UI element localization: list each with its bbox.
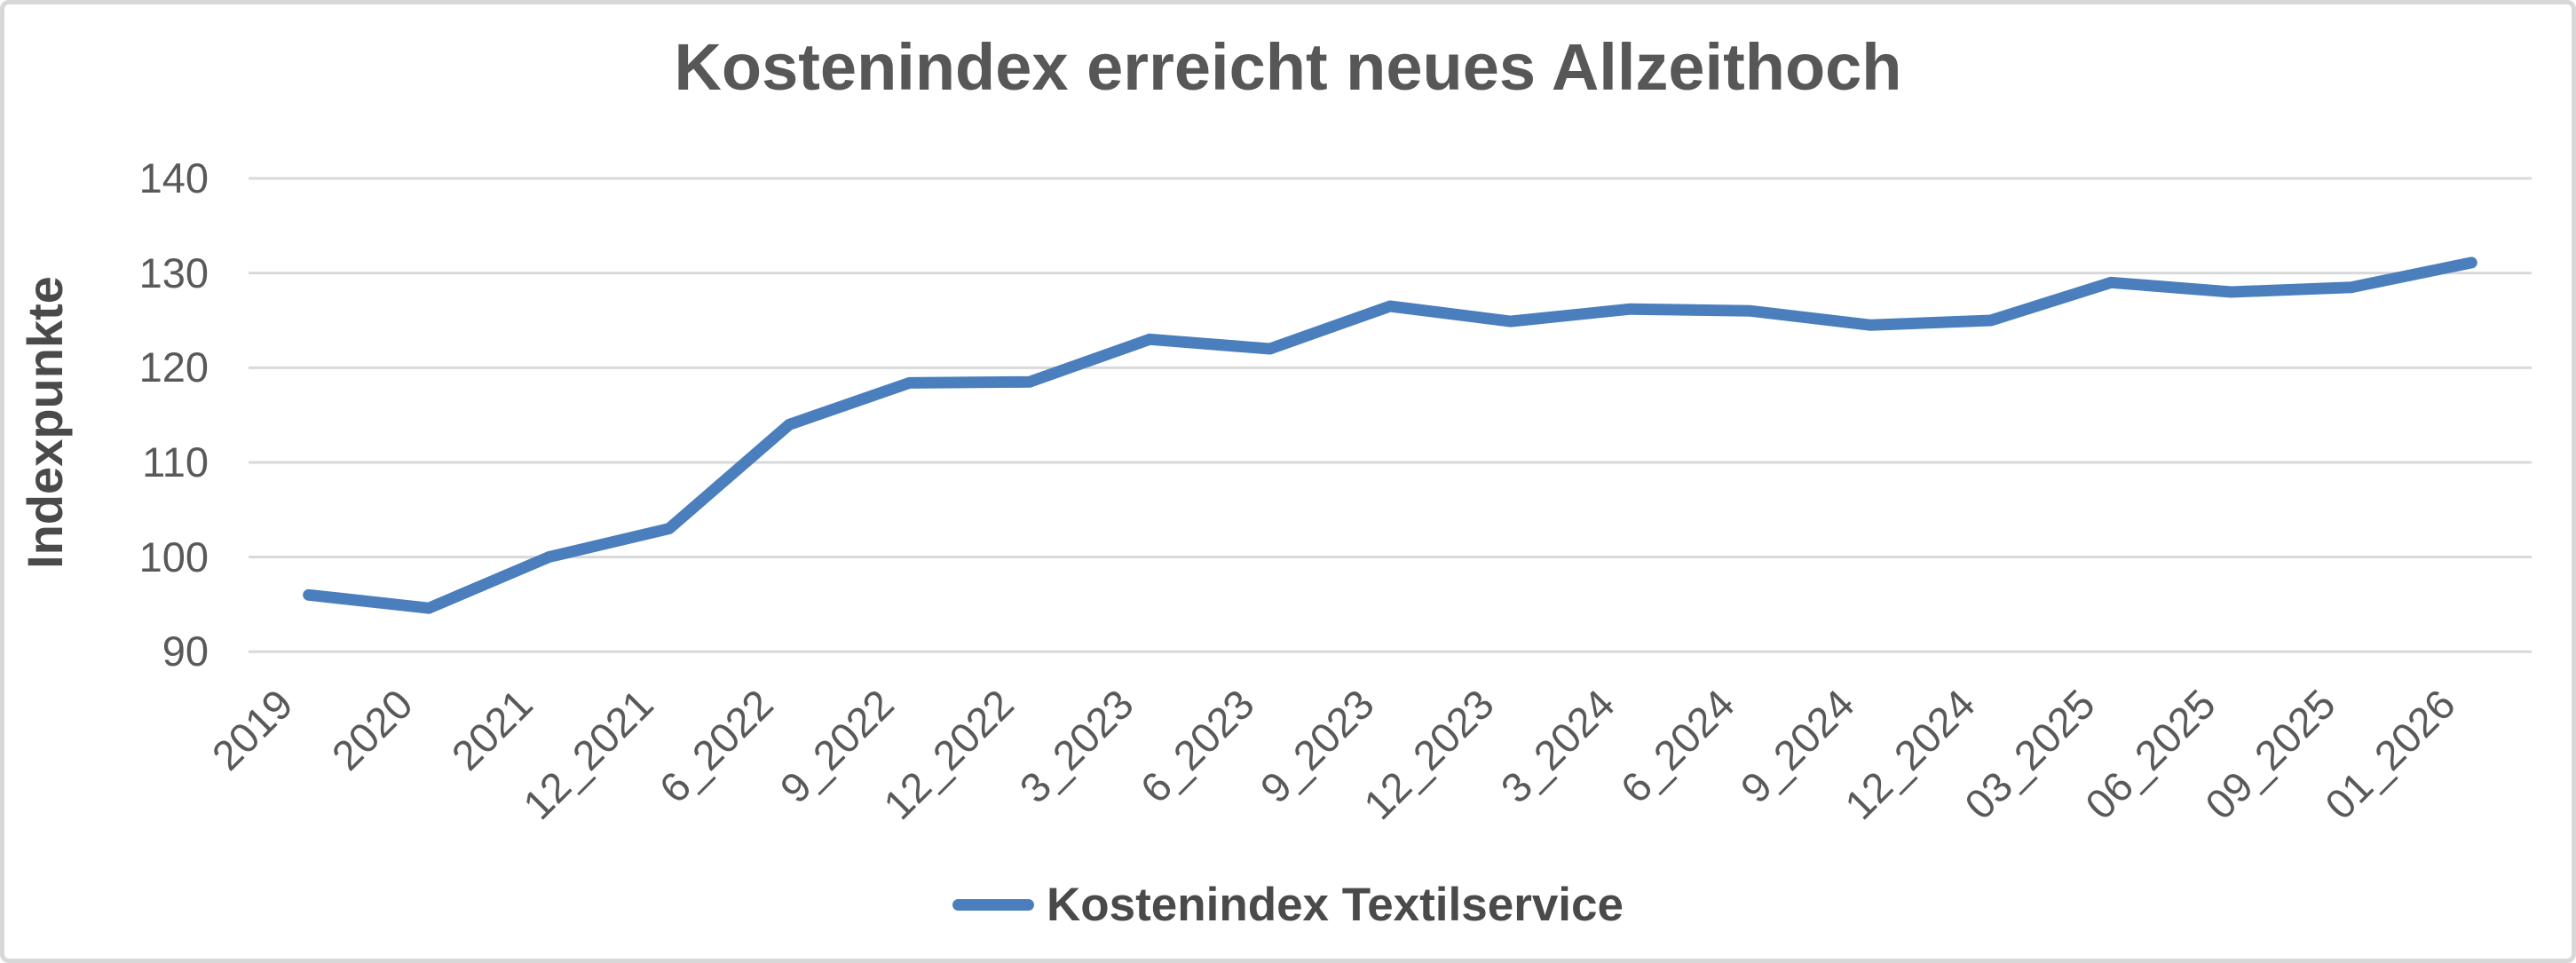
y-tick-label: 110 [142, 438, 209, 485]
y-tick-label: 120 [138, 343, 209, 391]
y-tick-label: 100 [138, 533, 209, 580]
legend-line-swatch [952, 899, 1034, 911]
y-tick-label: 140 [138, 154, 209, 201]
legend: Kostenindex Textilservice [4, 878, 2572, 932]
chart-title: Kostenindex erreicht neues Allzeithoch [674, 30, 1902, 104]
y-tick-label: 90 [162, 628, 209, 675]
series-line [303, 257, 2477, 614]
legend-series-label: Kostenindex Textilservice [1046, 879, 1624, 931]
plot-area [249, 177, 2532, 653]
y-tick-label: 130 [138, 249, 209, 296]
